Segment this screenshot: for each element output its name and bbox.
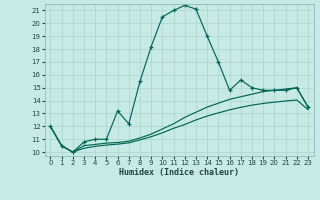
X-axis label: Humidex (Indice chaleur): Humidex (Indice chaleur) xyxy=(119,168,239,177)
